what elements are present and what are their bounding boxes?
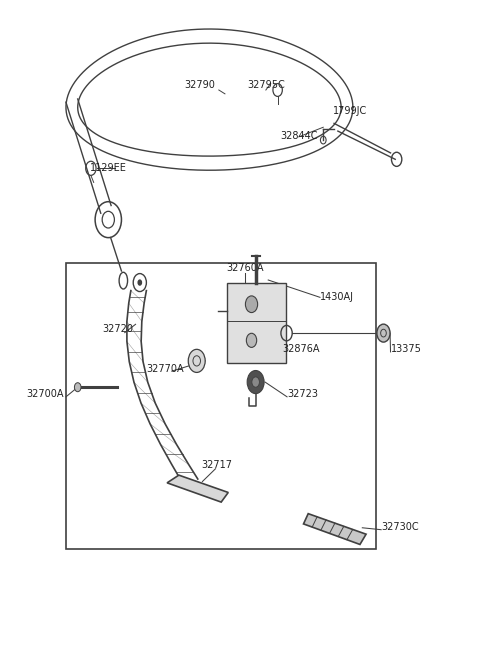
Text: 32876A: 32876A — [282, 345, 320, 354]
Circle shape — [74, 383, 81, 392]
Text: 32795C: 32795C — [247, 80, 285, 90]
Text: 1430AJ: 1430AJ — [320, 292, 354, 302]
Circle shape — [247, 371, 264, 394]
Text: 32723: 32723 — [287, 389, 318, 400]
Polygon shape — [303, 514, 366, 544]
Text: 1129EE: 1129EE — [90, 164, 127, 174]
Bar — [66, 263, 376, 549]
Text: 32720: 32720 — [102, 324, 133, 334]
Circle shape — [245, 296, 258, 312]
Text: 32844C: 32844C — [280, 132, 318, 141]
Text: 32760A: 32760A — [226, 263, 264, 273]
Circle shape — [246, 333, 257, 347]
Text: 32730C: 32730C — [381, 521, 419, 532]
Text: 32770A: 32770A — [146, 364, 183, 375]
Text: 32700A: 32700A — [26, 389, 63, 400]
Text: 1799JC: 1799JC — [334, 105, 368, 116]
Bar — [227, 282, 286, 363]
Text: 32717: 32717 — [201, 460, 232, 470]
Circle shape — [137, 279, 142, 286]
Circle shape — [188, 349, 205, 373]
Text: 32790: 32790 — [185, 80, 216, 90]
Text: 13375: 13375 — [391, 345, 421, 354]
Polygon shape — [167, 475, 228, 502]
Circle shape — [377, 324, 390, 342]
Circle shape — [252, 377, 259, 387]
